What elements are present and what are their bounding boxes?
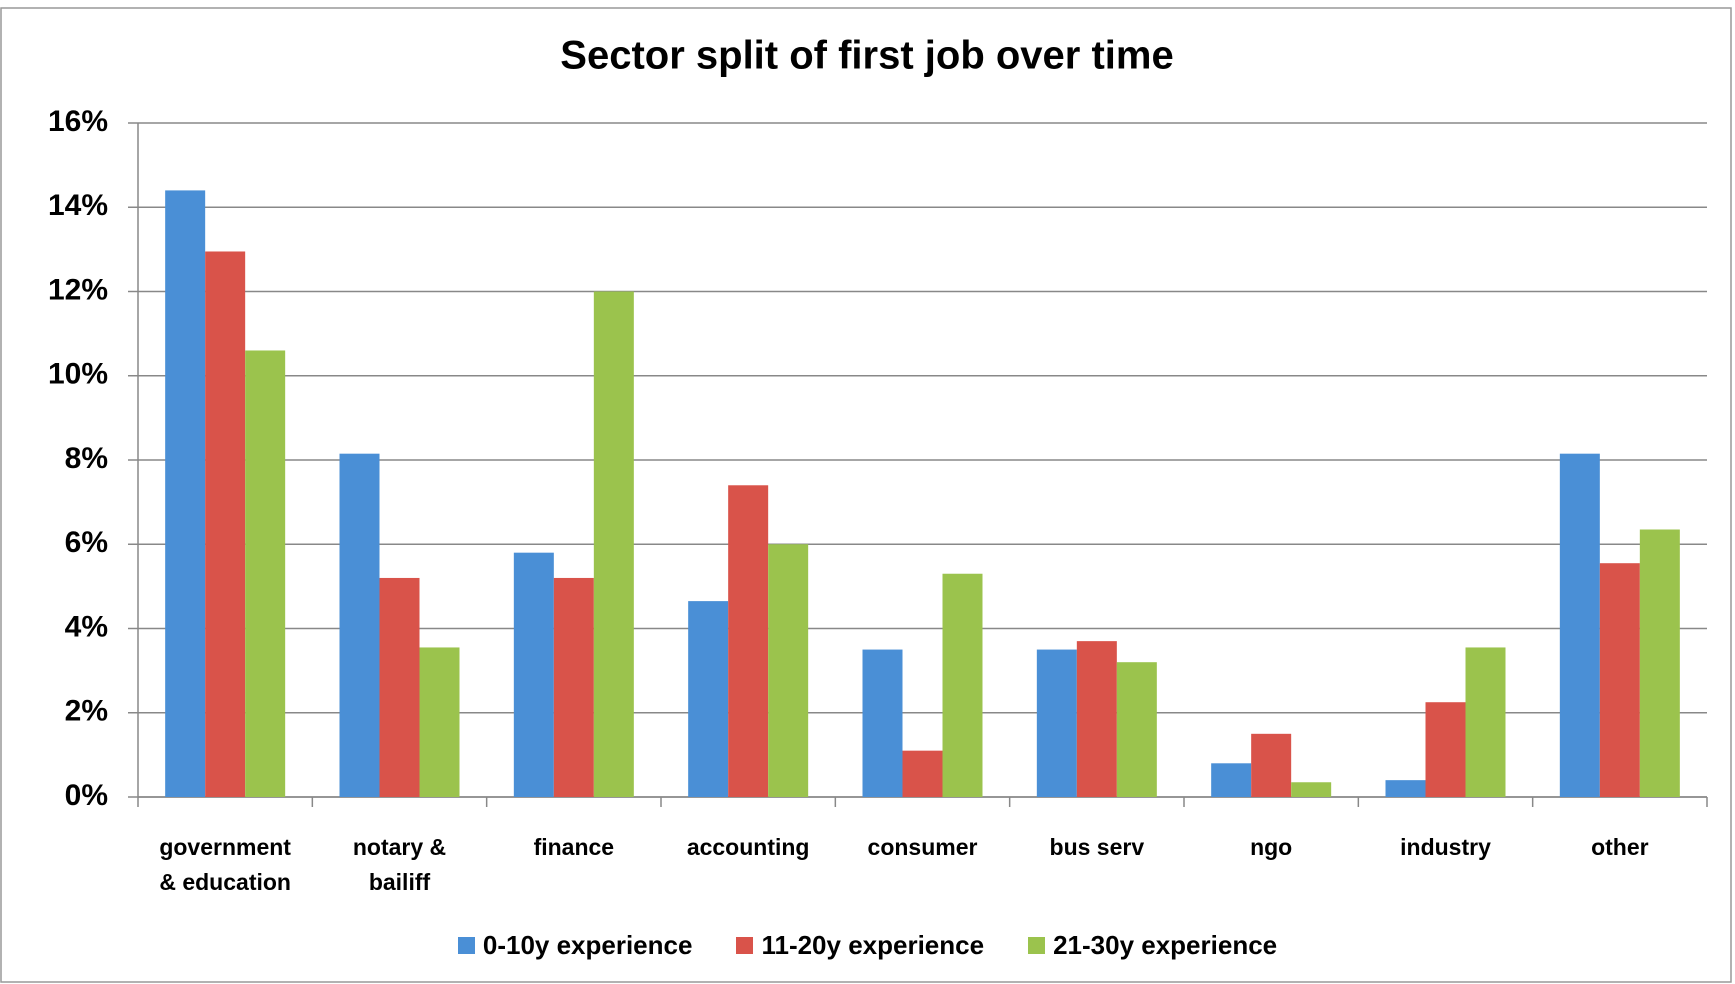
legend: 0-10y experience 11-20y experience 21-30y …: [0, 930, 1735, 961]
bar: [1251, 733, 1292, 797]
bar: [688, 601, 729, 797]
bar: [862, 649, 903, 797]
bar: [553, 577, 594, 797]
legend-swatch: [457, 937, 475, 954]
bar: [1291, 782, 1332, 797]
bar: [1425, 702, 1466, 797]
legend-item: 21-30y experience: [1028, 930, 1277, 961]
bar: [379, 577, 420, 797]
bar: [593, 291, 634, 797]
x-tick-label: other: [1591, 834, 1649, 860]
bar: [1639, 529, 1680, 797]
legend-swatch: [736, 937, 754, 954]
x-tick-label: industry: [1400, 834, 1491, 860]
x-tick-label: government & education: [159, 834, 291, 895]
x-tick-label: finance: [533, 834, 615, 860]
legend-label: 11-20y experience: [761, 930, 985, 960]
legend-swatch: [1028, 937, 1046, 954]
bar: [205, 251, 246, 797]
bar: [942, 573, 983, 797]
x-tick-label: bus serv: [1049, 834, 1145, 860]
y-tick-label: 0%: [65, 779, 108, 812]
y-tick-label: 14%: [48, 189, 108, 222]
bar: [1465, 647, 1506, 797]
x-tick-label: notary & bailiff: [352, 834, 447, 895]
bar: [768, 544, 809, 797]
bar: [165, 190, 206, 797]
y-tick-label: 8%: [65, 442, 108, 475]
legend-label: 21-30y experience: [1053, 930, 1278, 960]
x-tick-label: ngo: [1250, 834, 1293, 860]
bar: [513, 552, 554, 797]
bar: [1385, 780, 1426, 797]
legend-item: 0-10y experience: [457, 930, 693, 961]
bar: [1036, 649, 1077, 797]
chart-title: Sector split of first job over time: [560, 34, 1173, 78]
bar: [728, 485, 769, 797]
y-tick-label: 16%: [48, 105, 108, 138]
y-tick-label: 12%: [48, 273, 108, 306]
x-tick-label: consumer: [867, 834, 978, 860]
x-tick-label: accounting: [686, 834, 810, 860]
bar: [339, 453, 380, 797]
y-tick-label: 4%: [65, 610, 108, 643]
bar: [419, 647, 460, 797]
y-tick-label: 2%: [65, 695, 108, 728]
bar: [245, 350, 286, 797]
bar: [902, 750, 943, 797]
chart-border: [0, 7, 1732, 983]
bar: [1559, 453, 1600, 797]
y-tick-label: 10%: [48, 358, 108, 391]
y-tick-label: 6%: [65, 526, 108, 559]
bar: [1211, 763, 1252, 797]
legend-label: 0-10y experience: [482, 930, 693, 960]
bar: [1076, 641, 1117, 797]
legend-item: 11-20y experience: [736, 930, 984, 961]
bar: [1599, 563, 1640, 797]
bar: [1116, 662, 1157, 797]
